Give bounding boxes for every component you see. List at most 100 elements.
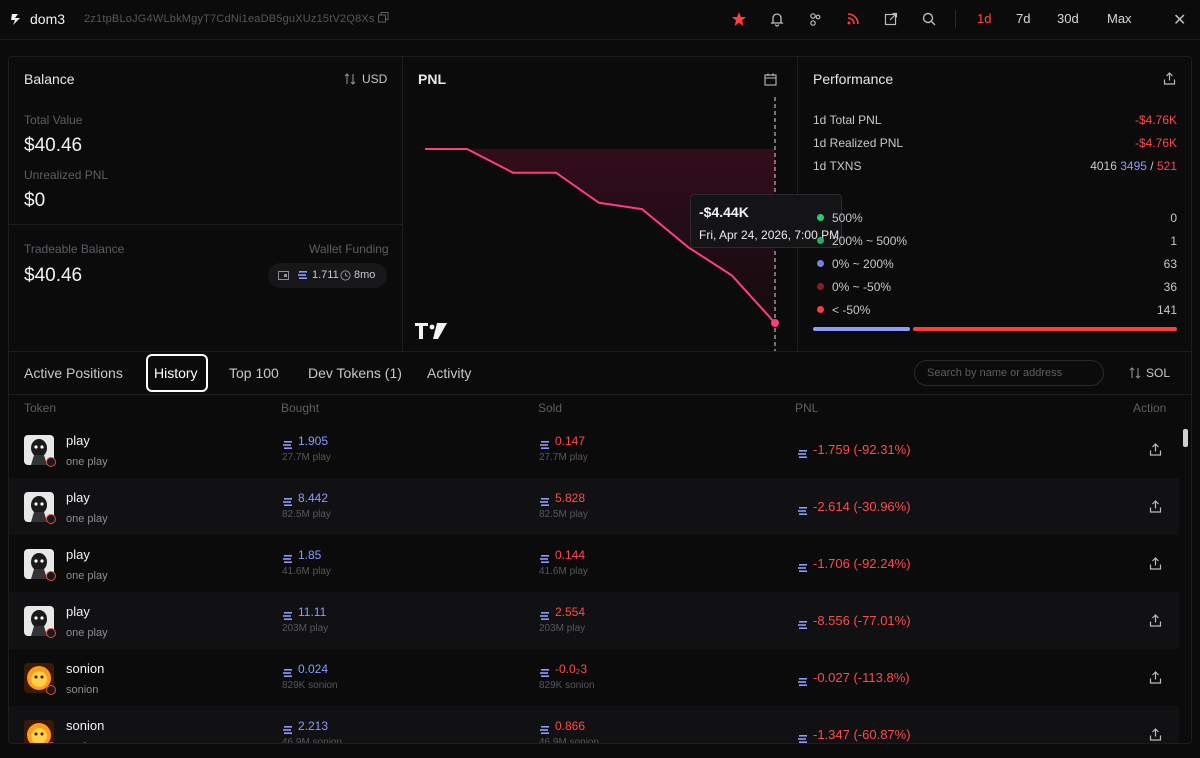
bucket-dot: [817, 306, 824, 313]
share-icon[interactable]: [1149, 614, 1162, 627]
balance-title: Balance: [24, 71, 75, 87]
solana-icon: [798, 560, 807, 572]
unrealized-pnl-label: Unrealized PNL: [24, 168, 109, 182]
currency-toggle-sol[interactable]: SOL: [1146, 366, 1171, 380]
table-row[interactable]: sonion sonion 0.024 829K sonion -0.0₂3 829K s…: [9, 649, 1179, 706]
solana-icon: [540, 722, 549, 734]
search-input[interactable]: Search by name or address: [914, 360, 1104, 386]
table-row[interactable]: play one play 11.11 203M play 2.554 203M play…: [9, 592, 1179, 649]
tradingview-logo: [414, 321, 448, 341]
sold-tokens: 27.7M play: [539, 452, 588, 463]
tab-history[interactable]: History: [154, 365, 198, 381]
distribution-bar-positive: [813, 327, 910, 331]
tab-dev-tokens[interactable]: Dev Tokens (1): [308, 365, 402, 381]
currency-toggle-usd[interactable]: USD: [362, 72, 388, 86]
tab-active-positions[interactable]: Active Positions: [24, 365, 123, 381]
bought-tokens: 829K sonion: [282, 680, 338, 691]
token-subname: one play: [66, 570, 108, 582]
swap-icon[interactable]: [344, 73, 356, 85]
solana-icon: [798, 731, 807, 743]
token-subname: one play: [66, 456, 108, 468]
table-row[interactable]: play one play 1.85 41.6M play 0.144 41.6M pla…: [9, 535, 1179, 592]
bucket-label: 0% ~ -50%: [832, 280, 892, 294]
bucket-count: 141: [1156, 303, 1177, 317]
share-icon[interactable]: [1149, 500, 1162, 513]
performance-title: Performance: [813, 71, 894, 87]
share-icon[interactable]: [1149, 728, 1162, 741]
timeframe-7d[interactable]: 7d: [1016, 11, 1031, 26]
total-value: $40.46: [24, 135, 83, 156]
solana-icon: [540, 608, 549, 620]
performance-panel: Performance 1d Total PNL -$4.76K 1d Real…: [798, 57, 1191, 351]
total-pnl-label: 1d Total PNL: [813, 113, 882, 127]
share-icon[interactable]: [1163, 72, 1176, 85]
distribution-bar-negative: [913, 327, 1177, 331]
sold-tokens: 41.6M play: [539, 566, 588, 577]
bucket-row: 500% 0: [813, 211, 1177, 227]
timeframe-30d[interactable]: 30d: [1057, 11, 1079, 26]
star-icon[interactable]: [731, 11, 747, 27]
pnl-amount: -1.347 (-60.87%): [813, 727, 911, 742]
bought-amount: 0.024: [298, 662, 329, 676]
sold-amount: 2.554: [555, 605, 586, 619]
swap-icon[interactable]: [1129, 367, 1141, 379]
scrollbar[interactable]: [1183, 429, 1188, 447]
share-icon[interactable]: [1149, 671, 1162, 684]
users-icon[interactable]: [807, 11, 823, 27]
bought-tokens: 203M play: [282, 623, 329, 634]
wallet-address: 2z1tpBLoJG4WLbkMgyT7CdNi1eaDB5guXUz15tV2…: [84, 13, 375, 25]
table-row[interactable]: play one play 1.905 27.7M play 0.147 27.7M pl…: [9, 421, 1179, 478]
bell-icon[interactable]: [769, 11, 785, 27]
pnl-amount: -8.556 (-77.01%): [813, 613, 911, 628]
token-name[interactable]: play: [66, 547, 90, 562]
table-header: Token Bought Sold PNL Action: [9, 396, 1191, 420]
sold-tokens: 82.5M play: [539, 509, 588, 520]
token-avatar[interactable]: [24, 720, 54, 743]
close-icon[interactable]: ✕: [1173, 12, 1187, 29]
sold-amount: -0.0₂3: [555, 662, 588, 676]
external-link-icon[interactable]: [883, 11, 899, 27]
sold-amount: 5.828: [555, 491, 586, 505]
header-pnl: PNL: [795, 401, 819, 415]
token-name[interactable]: sonion: [66, 718, 105, 733]
token-subname: one play: [66, 627, 108, 639]
bucket-row: 0% ~ -50% 36: [813, 280, 1177, 296]
copy-icon[interactable]: [378, 12, 389, 23]
table-row[interactable]: sonion sonion 2.213 46.9M sonion 0.866 46.9M …: [9, 706, 1179, 743]
token-name[interactable]: play: [66, 433, 90, 448]
share-icon[interactable]: [1149, 557, 1162, 570]
pnl-title: PNL: [418, 71, 446, 87]
balance-panel: Balance USD Total Value $40.46 Unrealize…: [9, 57, 403, 351]
solana-icon: [283, 551, 292, 563]
solana-icon: [298, 271, 307, 279]
pnl-panel: PNL -$4.44K Fri, Apr 24, 2026, 7:00 PM: [403, 57, 842, 351]
bought-amount: 1.85: [298, 548, 322, 562]
wallet-funding-label: Wallet Funding: [309, 242, 389, 256]
txns-label: 1d TXNS: [813, 159, 862, 173]
timeframe-1d[interactable]: 1d: [977, 11, 992, 26]
bucket-dot: [817, 260, 824, 267]
funding-age: 8mo: [354, 269, 376, 281]
wallet-funding-pill[interactable]: 1.711 8mo: [268, 263, 387, 288]
timeframe-max[interactable]: Max: [1107, 11, 1132, 26]
txns-values: 4016 3495 / 521: [1090, 159, 1177, 173]
token-name[interactable]: play: [66, 604, 90, 619]
token-name[interactable]: sonion: [66, 661, 105, 676]
tab-activity[interactable]: Activity: [427, 365, 472, 381]
tab-top-100[interactable]: Top 100: [229, 365, 279, 381]
solana-icon: [283, 665, 292, 677]
header-bought: Bought: [281, 401, 320, 415]
bought-tokens: 82.5M play: [282, 509, 331, 520]
solana-icon: [798, 446, 807, 458]
divider: [9, 224, 403, 225]
tab-history-highlight: [146, 354, 208, 392]
rss-icon[interactable]: [845, 11, 861, 27]
token-name[interactable]: play: [66, 490, 90, 505]
app-logo-icon: [11, 14, 20, 25]
search-icon[interactable]: [921, 11, 937, 27]
token-subname: sonion: [66, 741, 98, 743]
table-row[interactable]: play one play 8.442 82.5M play 5.828 82.5M pl…: [9, 478, 1179, 535]
calendar-icon[interactable]: [764, 73, 777, 86]
bought-tokens: 27.7M play: [282, 452, 331, 463]
share-icon[interactable]: [1149, 443, 1162, 456]
